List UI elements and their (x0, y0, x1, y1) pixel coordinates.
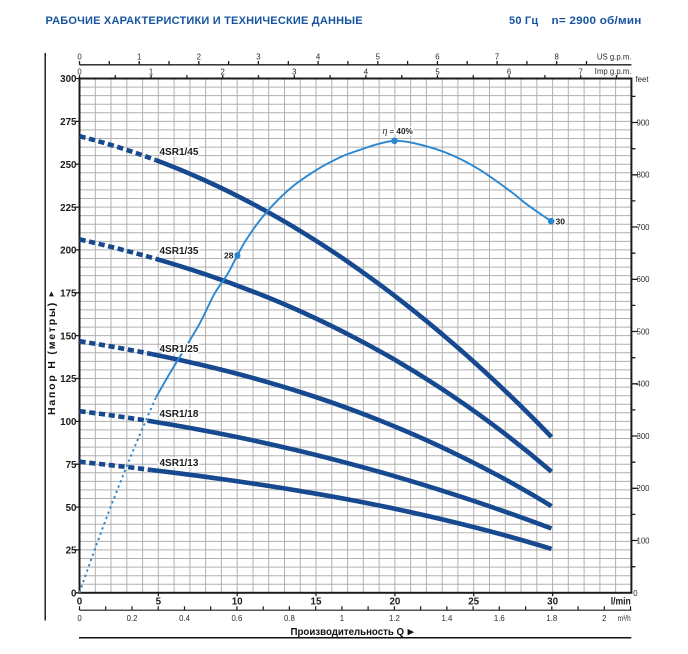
svg-text:5: 5 (376, 53, 381, 62)
svg-text:8: 8 (555, 53, 559, 62)
svg-text:4SR1/18: 4SR1/18 (160, 409, 199, 420)
svg-text:0.6: 0.6 (231, 614, 242, 623)
svg-text:6: 6 (435, 53, 439, 62)
svg-text:4SR1/35: 4SR1/35 (160, 246, 199, 257)
svg-text:0: 0 (633, 589, 638, 598)
svg-text:20: 20 (389, 596, 400, 607)
svg-text:Напор H (метры): Напор H (метры) (46, 301, 58, 415)
svg-text:1: 1 (149, 67, 153, 76)
svg-text:0.2: 0.2 (127, 614, 138, 623)
svg-text:1: 1 (137, 53, 141, 62)
svg-text:275: 275 (60, 117, 77, 128)
svg-text:РАБОЧИЕ ХАРАКТЕРИСТИКИ И ТЕХНИ: РАБОЧИЕ ХАРАКТЕРИСТИКИ И ТЕХНИЧЕСКИЕ ДАН… (46, 15, 363, 27)
svg-text:1: 1 (340, 614, 344, 623)
svg-text:125: 125 (60, 374, 77, 385)
svg-text:225: 225 (60, 203, 77, 214)
svg-text:25: 25 (468, 596, 479, 607)
svg-text:4SR1/25: 4SR1/25 (160, 344, 199, 355)
svg-text:4: 4 (316, 53, 321, 62)
svg-text:150: 150 (60, 331, 77, 342)
svg-text:0: 0 (77, 614, 82, 623)
svg-text:1.8: 1.8 (546, 614, 557, 623)
svg-text:Imp g.p.m.: Imp g.p.m. (595, 67, 632, 76)
svg-text:Производительность Q: Производительность Q (291, 626, 405, 638)
svg-text:28: 28 (224, 251, 234, 261)
svg-text:250: 250 (60, 160, 77, 171)
svg-text:0.8: 0.8 (284, 614, 295, 623)
svg-text:6: 6 (507, 67, 511, 76)
svg-text:η = 40%: η = 40% (383, 126, 414, 136)
svg-text:1.6: 1.6 (494, 614, 505, 623)
svg-text:7: 7 (579, 67, 583, 76)
svg-text:800: 800 (637, 171, 651, 180)
svg-text:300: 300 (637, 432, 651, 441)
svg-text:175: 175 (60, 289, 77, 300)
svg-text:l/min: l/min (611, 596, 631, 607)
svg-text:700: 700 (637, 223, 651, 232)
svg-text:1.2: 1.2 (389, 614, 400, 623)
svg-text:75: 75 (66, 460, 77, 471)
svg-text:50: 50 (66, 503, 77, 514)
svg-text:0.4: 0.4 (179, 614, 191, 623)
svg-text:0: 0 (77, 67, 82, 76)
svg-text:1.4: 1.4 (441, 614, 453, 623)
svg-text:25: 25 (66, 546, 77, 557)
svg-text:0: 0 (71, 589, 77, 600)
svg-text:10: 10 (232, 596, 243, 607)
svg-text:15: 15 (311, 596, 322, 607)
svg-text:7: 7 (495, 53, 499, 62)
svg-text:2: 2 (602, 614, 606, 623)
svg-text:50 Гц: 50 Гц (509, 15, 538, 27)
svg-text:feet: feet (636, 75, 650, 84)
svg-text:300: 300 (60, 74, 77, 85)
svg-text:3: 3 (292, 67, 296, 76)
svg-text:100: 100 (637, 536, 651, 545)
svg-text:200: 200 (637, 484, 651, 493)
svg-text:0: 0 (77, 596, 83, 607)
svg-text:US g.p.m.: US g.p.m. (597, 53, 632, 62)
svg-text:30: 30 (556, 216, 566, 226)
svg-text:400: 400 (637, 380, 651, 389)
svg-text:2: 2 (197, 53, 201, 62)
svg-text:5: 5 (156, 596, 162, 607)
svg-text:0: 0 (77, 53, 82, 62)
svg-text:600: 600 (637, 275, 651, 284)
svg-text:2: 2 (221, 67, 225, 76)
svg-text:5: 5 (435, 67, 440, 76)
svg-text:n= 2900 об/мин: n= 2900 об/мин (552, 15, 642, 27)
svg-text:500: 500 (637, 327, 651, 336)
svg-text:100: 100 (60, 417, 77, 428)
svg-text:30: 30 (547, 596, 558, 607)
svg-text:4: 4 (364, 67, 369, 76)
svg-text:m³/h: m³/h (618, 614, 631, 623)
svg-text:900: 900 (637, 118, 651, 127)
svg-text:200: 200 (60, 246, 77, 257)
svg-text:3: 3 (256, 53, 260, 62)
svg-text:4SR1/13: 4SR1/13 (160, 458, 199, 469)
svg-text:4SR1/45: 4SR1/45 (160, 147, 199, 158)
